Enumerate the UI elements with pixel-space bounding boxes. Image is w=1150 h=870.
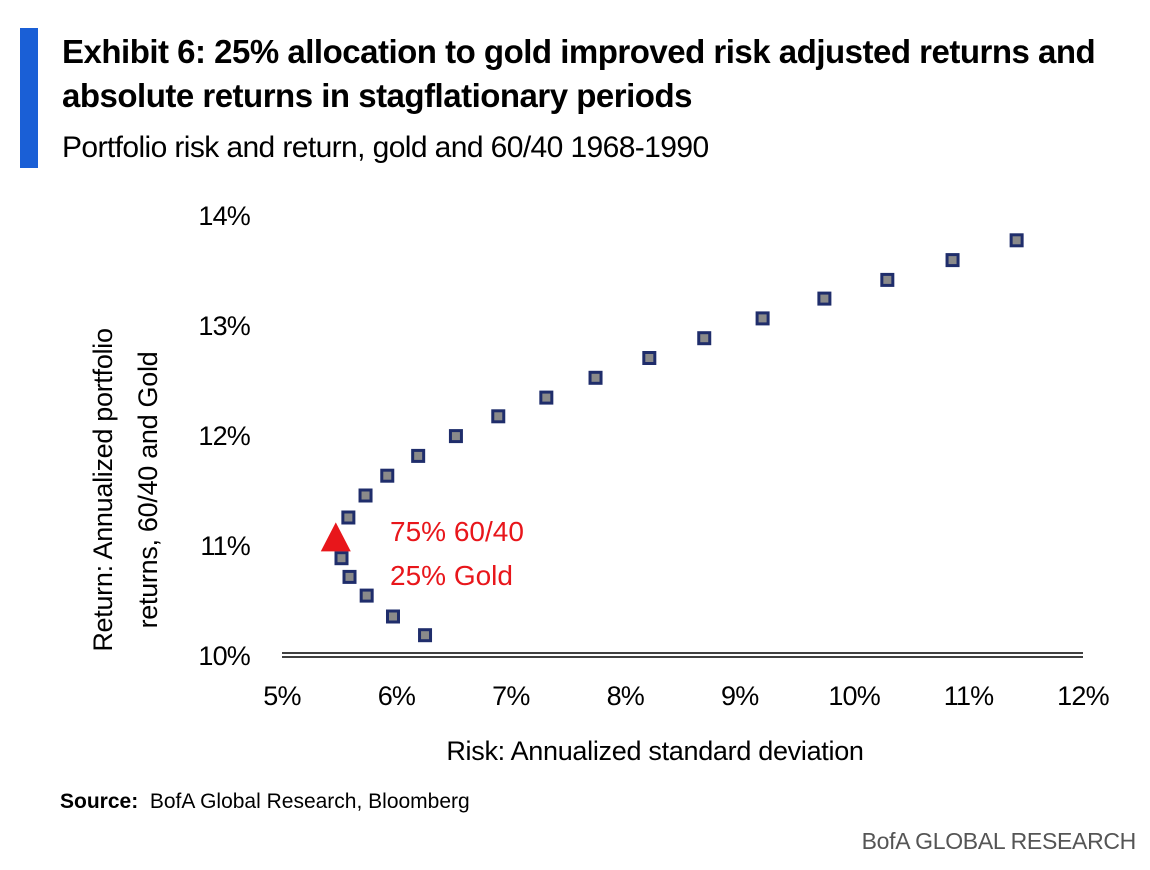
data-point [588, 370, 603, 385]
data-point [880, 272, 895, 287]
x-axis-title: Risk: Annualized standard deviation [446, 736, 863, 766]
x-tick-label: 10% [828, 681, 880, 711]
data-points [334, 233, 1024, 643]
data-point [334, 551, 349, 566]
y-tick-label: 11% [200, 531, 250, 561]
x-tick-label: 6% [378, 681, 416, 711]
y-tick-label: 12% [198, 421, 250, 451]
data-point [359, 588, 374, 603]
source-note: Source: BofA Global Research, Bloomberg [60, 790, 470, 814]
highlight-triangle-marker [320, 522, 351, 552]
annotation-line-1: 75% 60/40 [390, 516, 524, 547]
data-point [385, 609, 400, 624]
data-point [380, 468, 395, 483]
x-tick-label: 8% [607, 681, 645, 711]
data-point [755, 311, 770, 326]
brand-label: BofA GLOBAL RESEARCH [861, 828, 1137, 854]
y-axis-title-line-2: returns, 60/40 and Gold [133, 352, 163, 629]
annotation-line-2: 25% Gold [390, 560, 513, 591]
x-tick-label: 7% [492, 681, 530, 711]
data-point [411, 448, 426, 463]
y-axis-title-line-1: Return: Annualized portfolio [88, 328, 118, 651]
x-tick-label: 11% [944, 681, 994, 711]
source-label: Source: [60, 790, 139, 813]
y-tick-label: 14% [198, 201, 250, 231]
scatter-chart: 10% 11% 12% 13% 14% 5% 6% 7% 8% 9% 10% 11% 12% 75% … [88, 201, 1110, 766]
data-point [697, 331, 712, 346]
x-tick-label: 9% [721, 681, 759, 711]
source-text: BofA Global Research, Bloomberg [149, 790, 470, 813]
accent-bar [20, 28, 38, 168]
data-point [817, 291, 832, 306]
y-tick-labels: 10% 11% 12% 13% 14% [198, 201, 251, 671]
data-point [491, 409, 506, 424]
x-axis-line [282, 652, 1083, 658]
data-point [358, 488, 373, 503]
x-tick-labels: 5% 6% 7% 8% 9% 10% 11% 12% [263, 681, 1110, 711]
data-point [945, 253, 960, 268]
x-tick-label: 12% [1057, 681, 1109, 711]
y-tick-label: 10% [198, 641, 250, 671]
y-axis-title: Return: Annualized portfolio returns, 60/… [88, 328, 163, 651]
data-point [342, 569, 357, 584]
chart-subtitle: Portfolio risk and return, gold and 60/4… [62, 131, 709, 164]
chart-title: Exhibit 6: 25% allocation to gold improv… [62, 33, 1096, 114]
data-point [418, 628, 433, 643]
highlight-point [320, 522, 351, 552]
data-point [642, 351, 657, 365]
x-tick-label: 5% [263, 681, 301, 711]
data-point [539, 390, 554, 405]
data-point [448, 429, 463, 444]
data-point [341, 510, 356, 525]
data-point [1009, 233, 1024, 248]
y-tick-label: 13% [198, 311, 250, 341]
